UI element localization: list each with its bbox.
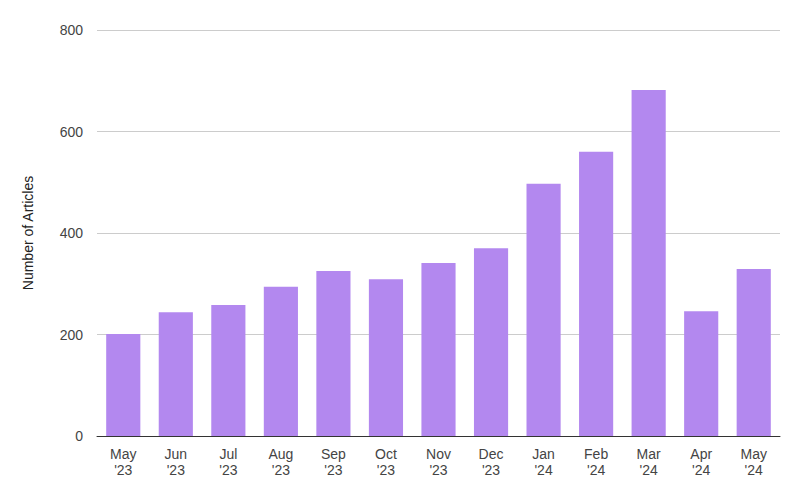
svg-text:800: 800 [60,22,84,38]
svg-text:Mar: Mar [637,446,661,462]
svg-text:'23: '23 [377,462,395,478]
svg-text:Jul: Jul [219,446,237,462]
svg-text:600: 600 [60,124,84,140]
svg-text:'24: '24 [587,462,605,478]
svg-text:Number of Articles: Number of Articles [20,176,36,290]
svg-text:'24: '24 [692,462,710,478]
svg-text:200: 200 [60,327,84,343]
svg-text:May: May [110,446,136,462]
svg-text:'23: '23 [114,462,132,478]
svg-text:Jan: Jan [532,446,555,462]
svg-text:0: 0 [75,428,83,444]
svg-text:'23: '23 [429,462,447,478]
svg-text:Aug: Aug [268,446,293,462]
svg-text:Feb: Feb [584,446,608,462]
svg-text:'23: '23 [272,462,290,478]
svg-text:'24: '24 [745,462,763,478]
svg-text:'24: '24 [640,462,658,478]
svg-text:'23: '23 [324,462,342,478]
svg-text:'23: '23 [167,462,185,478]
svg-text:400: 400 [60,225,84,241]
svg-text:Apr: Apr [690,446,712,462]
svg-text:'23: '23 [219,462,237,478]
svg-text:Nov: Nov [426,446,451,462]
svg-text:'23: '23 [482,462,500,478]
svg-text:Dec: Dec [479,446,504,462]
svg-text:Jun: Jun [165,446,188,462]
svg-text:'24: '24 [534,462,552,478]
svg-text:May: May [741,446,767,462]
svg-text:Sep: Sep [321,446,346,462]
svg-text:Oct: Oct [375,446,397,462]
